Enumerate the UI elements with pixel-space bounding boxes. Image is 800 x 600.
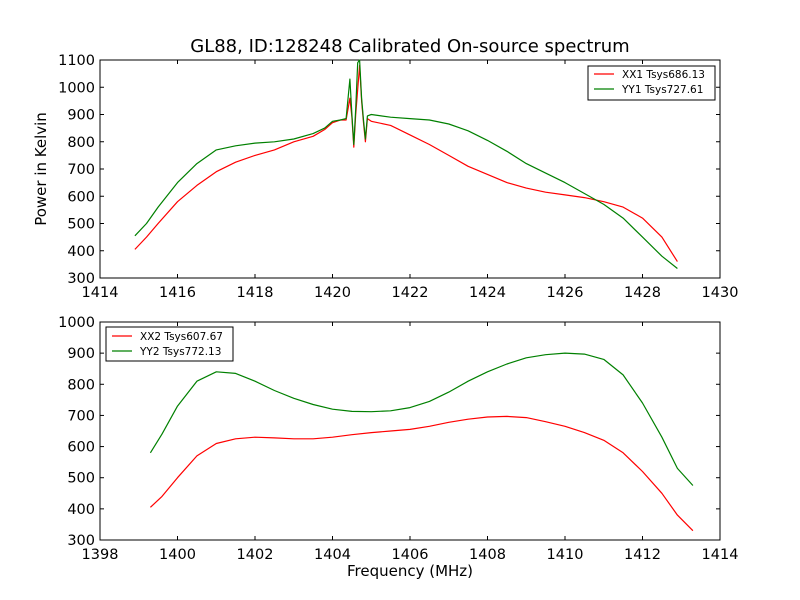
bottom-x-tick-label: 1412 (624, 547, 661, 563)
top-series-line-1 (134, 59, 678, 269)
bottom-y-tick-label: 700 (67, 408, 95, 424)
top-legend-label-xx1: XX1 Tsys686.13 (622, 69, 705, 81)
bottom-plot: 1398 1400 1402 1404 1406 1408 1410 1412 1414 300 4… (58, 315, 738, 580)
top-x-tick-label: 1420 (314, 285, 351, 301)
top-x-tick-label: 1418 (237, 285, 274, 301)
bottom-y-tick-label: 1000 (58, 315, 95, 331)
top-y-tick-label: 600 (67, 189, 95, 205)
top-y-tick-label: 400 (67, 244, 95, 260)
bottom-x-tick-label: 1398 (82, 547, 119, 563)
bottom-legend-label-yy2: YY2 Tsys772.13 (139, 346, 221, 358)
top-legend-label-yy1: YY1 Tsys727.61 (621, 84, 703, 96)
bottom-legend-box (105, 326, 234, 362)
top-x-tick-label: 1422 (392, 285, 429, 301)
top-x-tick-label: 1428 (624, 285, 661, 301)
top-plot: 1414 1416 1418 1420 1422 1424 1426 1428 1430 300 4… (32, 53, 738, 301)
top-x-tick-label: 1426 (547, 285, 584, 301)
top-y-tick-label: 1000 (58, 80, 95, 96)
top-y-tick-label: 300 (67, 271, 95, 287)
top-y-axis-label: Power in Kelvin (32, 112, 50, 226)
top-y-tick-label: 500 (67, 217, 95, 233)
bottom-x-tick-label: 1404 (314, 547, 351, 563)
top-plot-series (134, 59, 678, 269)
bottom-x-tick-label: 1410 (547, 547, 584, 563)
bottom-y-tick-label: 400 (67, 502, 95, 518)
top-legend-box (587, 65, 716, 101)
top-x-tick-label: 1414 (82, 285, 119, 301)
bottom-series-line-0 (149, 415, 694, 532)
bottom-y-tick-label: 600 (67, 440, 95, 456)
top-y-tick-label: 1100 (58, 53, 95, 69)
bottom-y-tick-label: 300 (67, 533, 95, 549)
bottom-axis-ticks: 1398 1400 1402 1404 1406 1408 1410 1412 1414 300 4… (58, 315, 738, 563)
top-legend: XX1 Tsys686.13 YY1 Tsys727.61 (587, 65, 716, 101)
top-x-tick-label: 1430 (702, 285, 739, 301)
bottom-x-axis-label: Frequency (MHz) (347, 562, 473, 580)
top-x-tick-label: 1424 (469, 285, 506, 301)
bottom-y-tick-label: 800 (67, 377, 95, 393)
top-y-tick-label: 800 (67, 135, 95, 151)
bottom-plot-series (149, 352, 694, 532)
bottom-legend-label-xx2: XX2 Tsys607.67 (140, 331, 223, 343)
bottom-series-line-1 (149, 352, 694, 486)
top-y-tick-label: 900 (67, 108, 95, 124)
bottom-y-tick-label: 900 (67, 346, 95, 362)
top-x-tick-label: 1416 (159, 285, 196, 301)
bottom-x-tick-label: 1406 (392, 547, 429, 563)
bottom-x-tick-label: 1402 (237, 547, 274, 563)
bottom-x-tick-label: 1400 (159, 547, 196, 563)
bottom-y-tick-label: 500 (67, 471, 95, 487)
bottom-legend: XX2 Tsys607.67 YY2 Tsys772.13 (105, 326, 234, 362)
bottom-x-tick-label: 1408 (469, 547, 506, 563)
top-axis-ticks: 1414 1416 1418 1420 1422 1424 1426 1428 1430 300 4… (58, 53, 738, 301)
top-y-tick-label: 700 (67, 162, 95, 178)
chart-title: GL88, ID:128248 Calibrated On-source spe… (190, 36, 629, 57)
bottom-x-tick-label: 1414 (702, 547, 739, 563)
